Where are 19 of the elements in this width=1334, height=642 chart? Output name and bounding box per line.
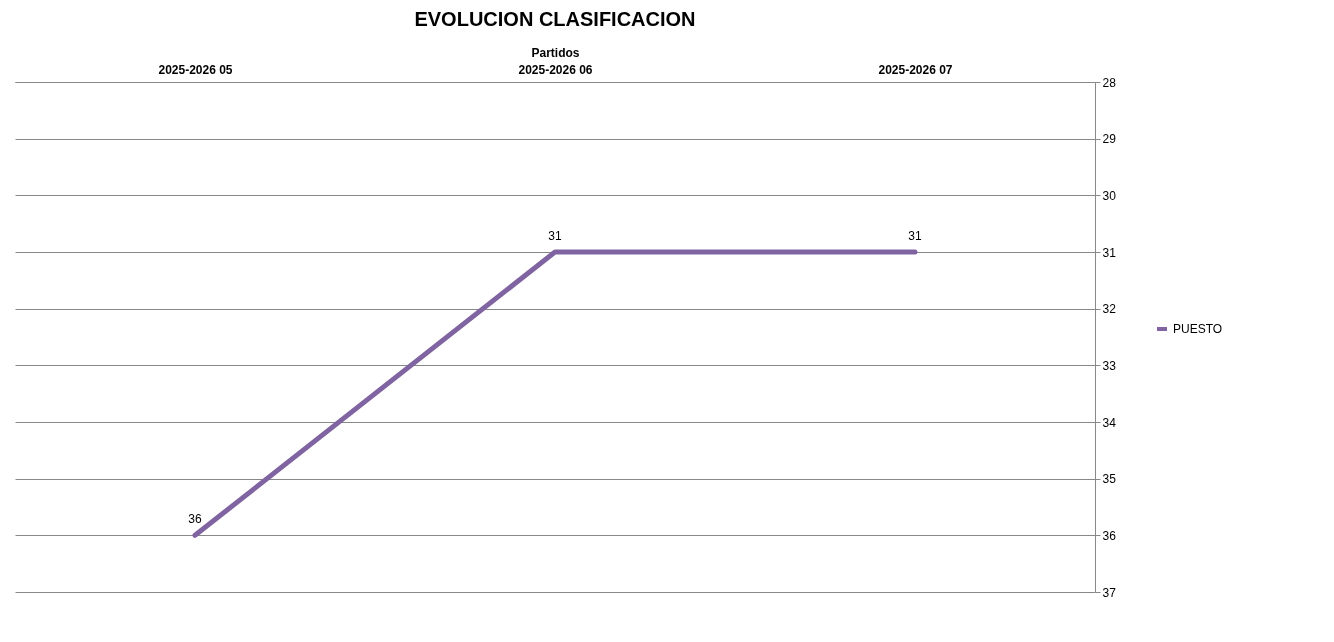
x-tick-label: 2025-2026 06 [518,62,593,77]
y-tick-label: 30 [1102,188,1117,203]
data-label: 31 [908,229,922,243]
y-tick-label: 36 [1102,528,1117,543]
y-tick-label: 31 [1102,245,1117,260]
y-tick-label: 34 [1102,415,1117,430]
y-tick-label: 28 [1102,75,1117,90]
x-tick-label: 2025-2026 05 [158,62,233,77]
x-tick-label: 2025-2026 07 [878,62,953,77]
chart-title: EVOLUCION CLASIFICACION [414,8,696,30]
y-tick-label: 29 [1102,132,1117,147]
y-tick-label: 32 [1102,302,1117,317]
legend-label: PUESTO [1173,322,1223,336]
y-tick-label: 35 [1102,472,1117,487]
y-tick-label: 33 [1102,358,1117,373]
data-label: 31 [548,229,562,243]
data-label: 36 [188,512,202,527]
y-tick-label: 37 [1102,585,1117,600]
x-axis-title: Partidos [531,45,580,60]
